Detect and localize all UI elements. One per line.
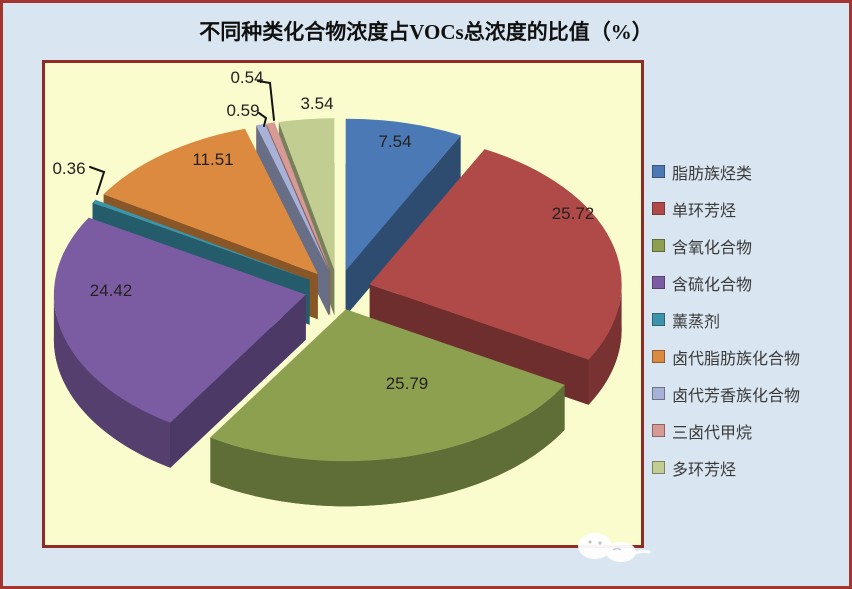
legend-item: 卤代芳香族化合物	[652, 375, 800, 412]
legend-item: 单环芳烃	[652, 190, 800, 227]
pie-slice-2	[210, 309, 565, 507]
legend: 脂肪族烃类单环芳烃含氧化合物含硫化合物薰蒸剂卤代脂肪族化合物 卤代芳香族化合物 三卤…	[652, 153, 800, 486]
legend-item-label: 卤代芳香族化合物	[672, 387, 801, 405]
label-leader-line	[258, 112, 268, 127]
data-label: 11.51	[192, 150, 233, 169]
data-label: 3.54	[300, 94, 333, 113]
legend-swatch-icon	[652, 239, 665, 252]
data-label: 24.42	[90, 281, 133, 300]
legend-item-label: 含硫化合物	[672, 276, 753, 294]
legend-item: 薰蒸剂	[652, 301, 800, 338]
data-label: 25.72	[552, 204, 595, 223]
legend-item: 脂肪族烃类	[652, 153, 800, 190]
legend-item-label: 卤代脂肪族化合物	[672, 350, 801, 368]
legend-item-label: 薰蒸剂	[672, 313, 721, 331]
label-leader-line	[89, 166, 106, 195]
legend-item: 含氧化合物	[652, 227, 800, 264]
data-label: 0.54	[230, 68, 263, 87]
legend-item: 多环芳烃	[652, 449, 800, 486]
plot-area: 7.54 25.72 25.79 24.42 0.36 11.51 0.59 0.54 3.54	[42, 60, 644, 548]
legend-item: 卤代脂肪族化合物	[652, 338, 800, 375]
pie-slice-0	[345, 118, 461, 316]
pie-slice-3	[53, 217, 306, 468]
legend-swatch-icon	[652, 313, 665, 326]
legend-swatch-icon	[652, 387, 665, 400]
legend-item: 含硫化合物	[652, 264, 800, 301]
legend-swatch-icon	[652, 276, 665, 289]
data-label: 7.54	[378, 132, 411, 151]
legend-swatch-icon	[652, 165, 665, 178]
legend-item-label: 含氧化合物	[672, 239, 753, 257]
legend-item-label: 三卤代甲烷	[672, 424, 753, 442]
pie-chart: 7.54 25.72 25.79 24.42 0.36 11.51 0.59 0.54 3.54	[52, 68, 622, 507]
data-label: 25.79	[386, 374, 429, 393]
legend-item-label: 多环芳烃	[672, 461, 737, 479]
watermark-cloud-icon	[578, 533, 651, 562]
data-label: 0.59	[226, 101, 259, 120]
legend-swatch-icon	[652, 202, 665, 215]
legend-swatch-icon	[652, 424, 665, 437]
legend-swatch-icon	[652, 350, 665, 363]
chart-title: 不同种类化合物浓度占VOCs总浓度的比值（%）	[199, 20, 653, 44]
label-leader-line	[257, 80, 275, 121]
legend-item-label: 单环芳烃	[672, 202, 737, 220]
data-label: 0.36	[52, 159, 85, 178]
legend-swatch-icon	[652, 461, 665, 474]
legend-item-label: 脂肪族烃类	[672, 165, 753, 183]
legend-item: 三卤代甲烷	[652, 412, 800, 449]
